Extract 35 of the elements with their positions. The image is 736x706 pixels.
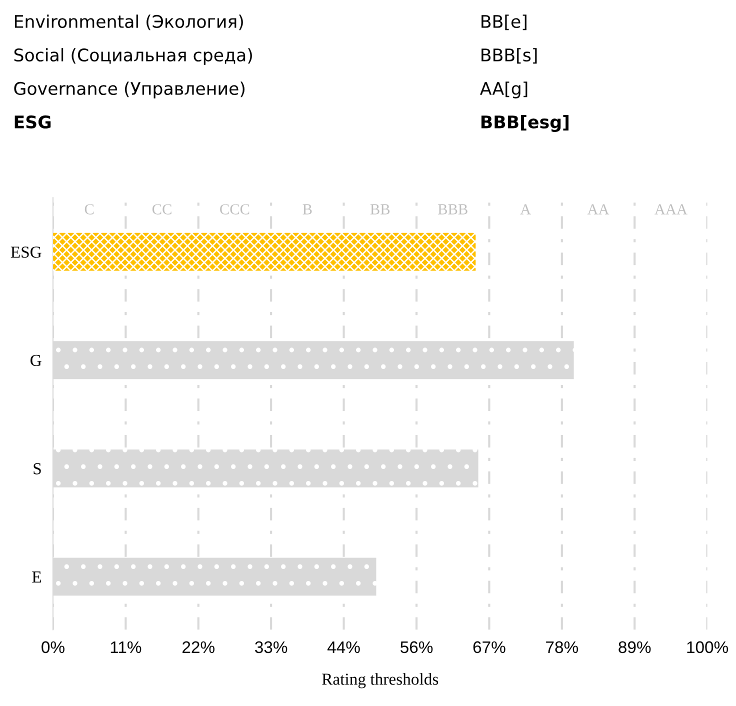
text: AA[g] bbox=[480, 82, 528, 98]
y-tick-label: E bbox=[32, 572, 42, 582]
annotation: BBB bbox=[438, 204, 468, 214]
annotation: B bbox=[302, 204, 312, 214]
text: Governance (Управление) bbox=[14, 82, 244, 98]
annotation: CCC bbox=[220, 204, 250, 214]
annotation: C bbox=[84, 204, 94, 214]
y-tick-label: S bbox=[34, 463, 41, 474]
x-tick-label: 22% bbox=[182, 641, 214, 654]
annotation: A bbox=[520, 204, 531, 214]
text: BBB[s] bbox=[482, 48, 537, 64]
x-tick-label: 56% bbox=[400, 641, 433, 654]
annotation: CC bbox=[152, 204, 172, 214]
bar bbox=[52, 232, 476, 271]
y-tick-label: G bbox=[30, 354, 42, 366]
x-tick-label: 67% bbox=[473, 641, 506, 654]
text: BBB[esg] bbox=[481, 115, 568, 132]
y-tick-label: ESG bbox=[10, 246, 42, 258]
x-tick-label: 11% bbox=[110, 641, 142, 654]
x-tick-label: 0% bbox=[42, 641, 64, 654]
x-tick-label: 33% bbox=[255, 641, 288, 654]
x-axis-title: Rating thresholds bbox=[322, 673, 438, 688]
annotation: AAA bbox=[654, 204, 688, 214]
bar bbox=[52, 341, 574, 380]
text: BB[e] bbox=[482, 14, 526, 30]
x-tick-label: 89% bbox=[618, 641, 651, 654]
annotation: BB bbox=[370, 204, 390, 214]
x-tick-label: 78% bbox=[546, 641, 578, 654]
bar bbox=[52, 449, 478, 488]
annotation: AA bbox=[587, 204, 610, 214]
bar bbox=[52, 558, 376, 596]
text: Social (Социальная среда) bbox=[14, 48, 252, 65]
x-tick-label: 44% bbox=[327, 641, 360, 654]
x-tick-label: 100% bbox=[687, 641, 728, 654]
text: Environmental (Экология) bbox=[14, 14, 243, 30]
